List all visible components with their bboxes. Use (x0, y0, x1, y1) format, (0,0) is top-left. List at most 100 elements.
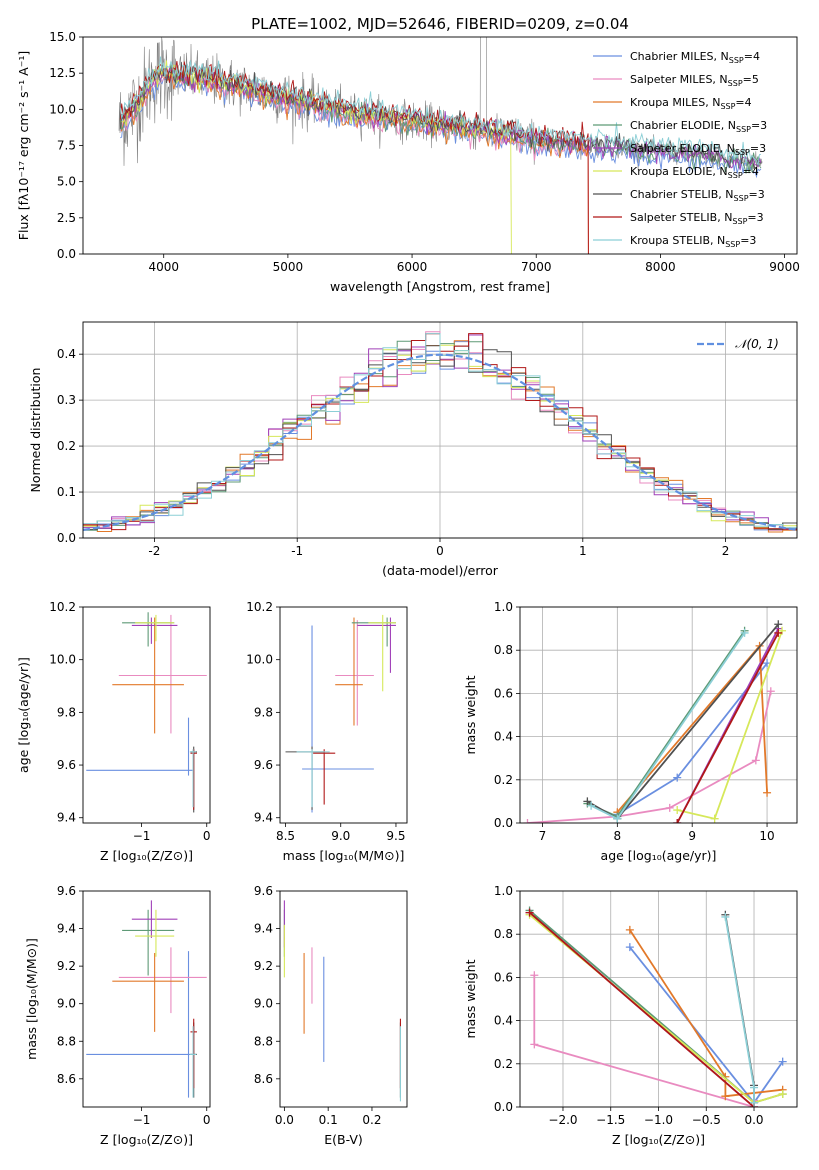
weight-series-marker (778, 1090, 787, 1099)
y-tick-label: 9.6 (254, 884, 273, 898)
x-axis-label: E(B-V) (324, 1132, 363, 1147)
x-tick-label: 1 (579, 544, 587, 558)
legend-entry: Kroupa STELIB, NSSP=3 (630, 234, 756, 249)
errorbar-point (296, 749, 330, 808)
weight-series-marker (763, 788, 772, 797)
x-tick-label: −0.5 (692, 1113, 721, 1127)
errorbar-point (131, 617, 178, 644)
y-tick-label: 0.0 (494, 816, 513, 830)
y-tick-label: 9.8 (57, 705, 76, 719)
weight-series-marker (673, 806, 682, 815)
y-tick-label: 0.8 (494, 927, 513, 941)
weight-series-marker (750, 1098, 759, 1107)
weight-series-marker (751, 756, 760, 765)
y-tick-label: 0.0 (57, 247, 76, 261)
weight-series-marker (613, 814, 622, 823)
axes-frame (519, 606, 798, 824)
errorbar-point (351, 617, 396, 647)
y-tick-label: 0.0 (57, 531, 76, 545)
x-tick-label: 10 (759, 829, 774, 843)
x-axis-label: Z [log₁₀(Z/Z⊙)] (100, 1132, 193, 1147)
x-tick-label: 6000 (397, 260, 428, 274)
weight-series-marker (766, 687, 775, 696)
errorbar-point (190, 749, 197, 810)
y-tick-label: 10.2 (49, 600, 76, 614)
weight-series-marker (673, 773, 682, 782)
y-axis-label: mass weight (463, 959, 478, 1038)
y-tick-label: 0.6 (494, 970, 513, 984)
weight-series-marker (625, 925, 634, 934)
legend-entry: Salpeter ELODIE, NSSP=3 (630, 142, 766, 157)
weight-series-marker (583, 797, 592, 806)
model-spectrum-line (120, 60, 512, 254)
y-tick-label: 0.4 (57, 347, 76, 361)
weight-series-marker (721, 1092, 730, 1101)
weight-series-marker (525, 908, 534, 917)
x-axis-label: Z [log₁₀(Z/Z⊙)] (100, 848, 193, 863)
weight-series-marker (530, 1040, 539, 1049)
model-spectrum-line (119, 61, 762, 169)
axes-frame (82, 890, 211, 1108)
errorbar-point (118, 947, 207, 1014)
y-tick-label: 9.4 (57, 922, 76, 936)
x-axis-label: Z [log₁₀(Z/Z⊙)] (612, 1132, 705, 1147)
legend-entry: 𝒩(0, 1) (735, 337, 779, 351)
x-tick-label: 5000 (273, 260, 304, 274)
y-tick-label: 7.5 (57, 139, 76, 153)
errorbar-point (122, 909, 175, 976)
x-tick-label: 9000 (769, 260, 800, 274)
errorbar-point (190, 1018, 197, 1089)
y-tick-label: 10.0 (49, 653, 76, 667)
y-tick-label: 8.8 (57, 1034, 76, 1048)
weight-series-marker (530, 971, 539, 980)
y-tick-label: 0.2 (494, 1057, 513, 1071)
weight-series-marker (523, 819, 532, 823)
weight-series-marker (665, 803, 674, 812)
y-tick-label: 0.2 (57, 439, 76, 453)
y-tick-label: 9.6 (57, 758, 76, 772)
weight-series-marker (778, 1057, 787, 1066)
weight-series-line (676, 632, 780, 823)
errorbar-point (112, 617, 184, 734)
x-tick-label: 0 (436, 544, 444, 558)
x-tick-label: 7000 (521, 260, 552, 274)
weight-series-line (529, 909, 783, 1104)
axes-frame (82, 606, 211, 824)
errorbar-point (135, 614, 175, 642)
weight-series-marker (587, 801, 596, 810)
y-tick-label: 0.8 (494, 643, 513, 657)
x-axis-label: age [log₁₀(age/yr)] (601, 848, 717, 863)
y-tick-label: 9.0 (254, 997, 273, 1011)
errorbar-point (189, 1026, 197, 1098)
x-tick-label: 0.0 (275, 1113, 294, 1127)
y-tick-label: 9.4 (254, 811, 273, 825)
age-vs-mass-panel: 8.5 9.0 9.5 9.4 9.6 9.8 10.0 10.2 mass [log₁₀(M/… (246, 600, 408, 863)
legend-entry: Salpeter MILES, NSSP=5 (630, 73, 759, 88)
y-tick-label: 9.4 (254, 922, 273, 936)
y-axis-label: Flux [fλ10⁻¹⁷ erg cm⁻² s⁻¹ A⁻¹] (16, 51, 31, 240)
legend-entry: Chabrier ELODIE, NSSP=3 (630, 119, 767, 134)
weight-vs-age-panel: 7 8 9 10 0.0 0.2 0.4 0.6 0.8 1.0 age [log₁₀(age/yr… (463, 600, 798, 863)
y-tick-label: 0.4 (494, 1014, 513, 1028)
weight-vs-metallicity-panel: −2.0 −1.5 −1.0 −0.5 0.0 0.0 0.2 0.4 0.6 0.8 1.0 Z [… (463, 884, 798, 1147)
errorbar-point (285, 746, 325, 810)
errorbar-point (122, 612, 175, 647)
x-tick-label: 0 (203, 829, 211, 843)
y-tick-label: 12.5 (49, 66, 76, 80)
y-tick-label: 9.4 (57, 811, 76, 825)
x-tick-label: 8000 (645, 260, 676, 274)
y-axis-label: Normed distribution (28, 368, 43, 493)
model-spectrum-line (119, 56, 762, 166)
y-tick-label: 0.2 (494, 773, 513, 787)
weight-series-marker (774, 628, 783, 637)
y-tick-label: 10.2 (246, 600, 273, 614)
y-tick-label: 1.0 (494, 600, 513, 614)
y-tick-label: 0.1 (57, 485, 76, 499)
weight-series-marker (740, 628, 749, 637)
weight-series-marker (673, 819, 682, 823)
errorbar-point (335, 617, 363, 726)
mass-vs-metallicity-panel: −1 0 8.6 8.8 9.0 9.2 9.4 9.6 Z [log₁₀(Z/Z⊙)] mass… (24, 884, 211, 1147)
y-tick-label: 0.0 (494, 1100, 513, 1114)
y-tick-label: 9.6 (57, 884, 76, 898)
errorbar-point (86, 951, 193, 1098)
